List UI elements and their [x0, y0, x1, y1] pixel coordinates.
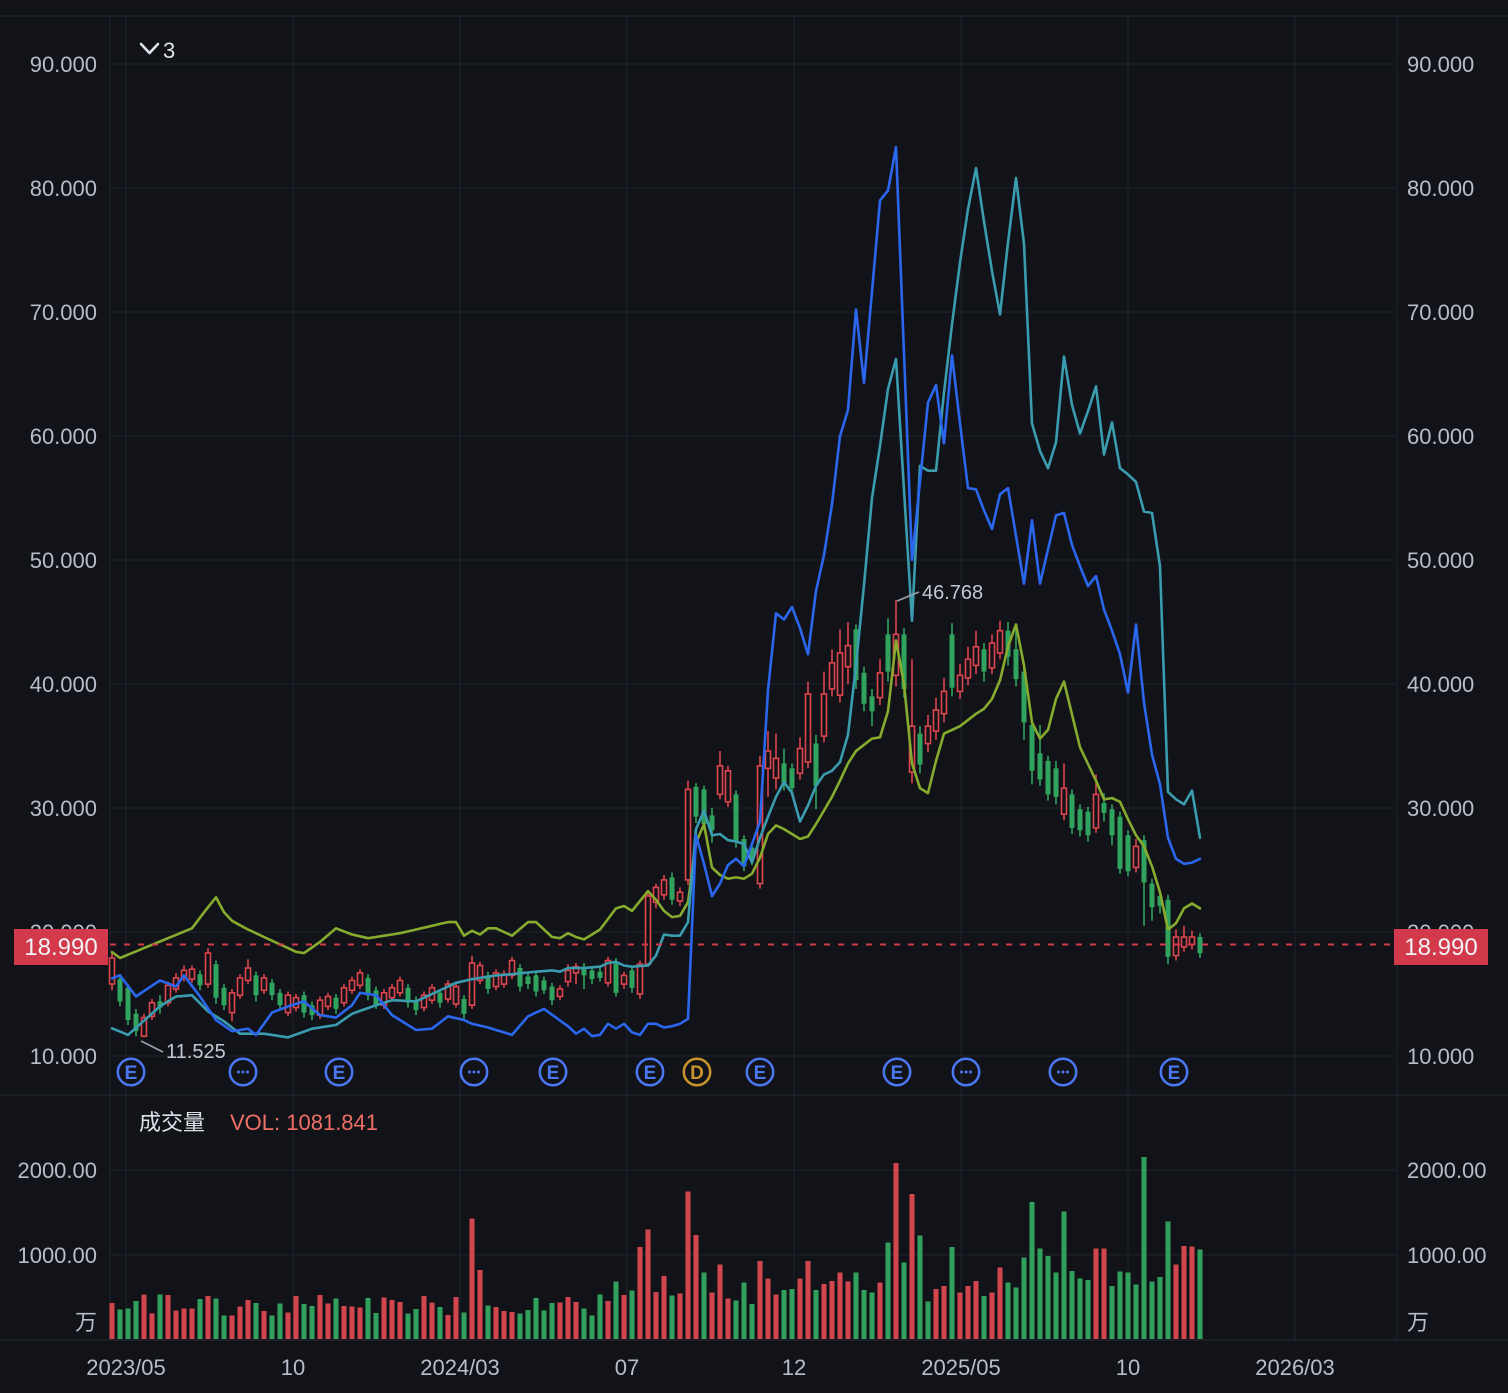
svg-text:VOL: 1081.841: VOL: 1081.841 [230, 1110, 378, 1135]
svg-text:3: 3 [163, 38, 175, 63]
svg-text:10: 10 [1116, 1355, 1140, 1380]
svg-text:30.000: 30.000 [30, 796, 97, 821]
svg-text:10: 10 [281, 1355, 305, 1380]
svg-text:E: E [333, 1063, 346, 1084]
svg-text:2023/05: 2023/05 [86, 1355, 166, 1380]
svg-text:2026/03: 2026/03 [1255, 1355, 1335, 1380]
svg-text:11.525: 11.525 [166, 1041, 226, 1063]
svg-text:E: E [891, 1063, 904, 1084]
svg-text:07: 07 [615, 1355, 639, 1380]
svg-text:E: E [644, 1063, 657, 1084]
svg-text:60.000: 60.000 [30, 424, 97, 449]
svg-text:50.000: 50.000 [1407, 548, 1474, 573]
svg-text:70.000: 70.000 [30, 300, 97, 325]
svg-text:万: 万 [1407, 1310, 1429, 1335]
svg-text:1000.00: 1000.00 [1407, 1243, 1487, 1268]
svg-text:12: 12 [782, 1355, 806, 1380]
svg-text:40.000: 40.000 [30, 672, 97, 697]
svg-text:46.768: 46.768 [922, 582, 983, 604]
svg-text:E: E [1168, 1063, 1181, 1084]
svg-text:万: 万 [75, 1310, 97, 1335]
svg-text:60.000: 60.000 [1407, 424, 1474, 449]
svg-text:10.000: 10.000 [30, 1044, 97, 1069]
svg-text:成交量: 成交量 [139, 1110, 205, 1135]
svg-text:E: E [547, 1063, 560, 1084]
svg-text:2024/03: 2024/03 [420, 1355, 500, 1380]
svg-text:70.000: 70.000 [1407, 300, 1474, 325]
svg-text:1000.00: 1000.00 [17, 1243, 97, 1268]
svg-text:80.000: 80.000 [30, 176, 97, 201]
svg-text:18.990: 18.990 [24, 934, 97, 961]
svg-text:10.000: 10.000 [1407, 1044, 1474, 1069]
svg-text:E: E [125, 1063, 138, 1084]
svg-text:40.000: 40.000 [1407, 672, 1474, 697]
svg-text:18.990: 18.990 [1404, 934, 1477, 961]
svg-text:E: E [754, 1063, 767, 1084]
svg-text:80.000: 80.000 [1407, 176, 1474, 201]
svg-text:90.000: 90.000 [30, 52, 97, 77]
svg-text:D: D [690, 1063, 704, 1084]
svg-text:2000.00: 2000.00 [17, 1158, 97, 1183]
svg-text:90.000: 90.000 [1407, 52, 1474, 77]
svg-text:2000.00: 2000.00 [1407, 1158, 1487, 1183]
svg-text:50.000: 50.000 [30, 548, 97, 573]
svg-text:2025/05: 2025/05 [921, 1355, 1001, 1380]
svg-text:30.000: 30.000 [1407, 796, 1474, 821]
